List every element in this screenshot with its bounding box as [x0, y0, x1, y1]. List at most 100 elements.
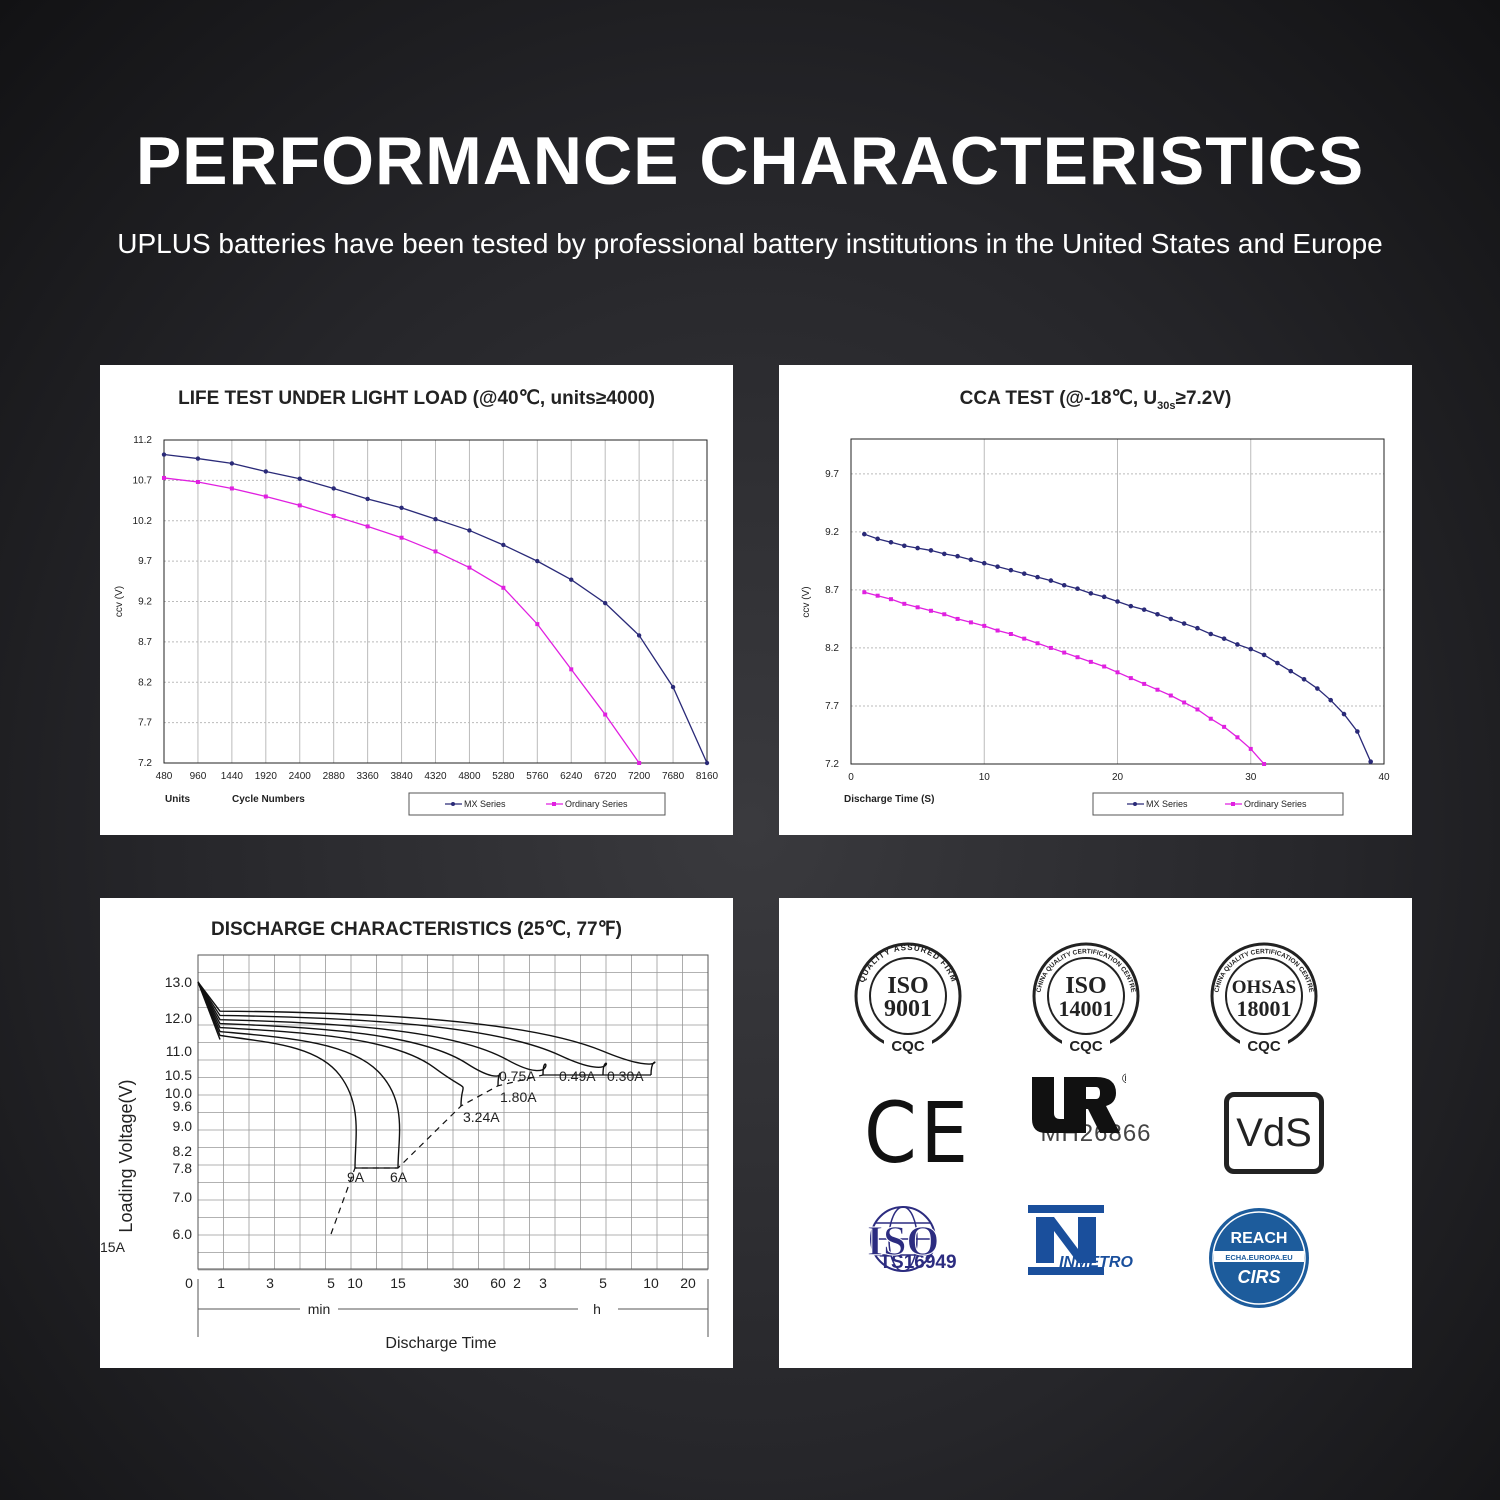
inmetro-badge: INMETRO: [1026, 1203, 1166, 1323]
data-point: [569, 667, 574, 672]
ce-badge: CE: [848, 1073, 988, 1193]
iso14001-line2: 14001: [1059, 996, 1114, 1021]
cutoff-dashed-line: [330, 1074, 544, 1235]
x-tick-label: 1440: [221, 771, 244, 782]
y-tick-label: 7.7: [138, 718, 152, 729]
vds-badge: VdS: [1204, 1073, 1344, 1193]
y-tick-label: 11.0: [166, 1043, 192, 1059]
data-point: [1182, 700, 1187, 705]
data-point: [1008, 567, 1014, 573]
data-point: [1115, 670, 1120, 675]
data-point: [902, 543, 907, 549]
x-tick-label: 480: [156, 771, 173, 782]
x-tick-label: 5: [599, 1275, 607, 1291]
data-point: [501, 542, 506, 548]
ul-registered: ®: [1122, 1073, 1126, 1086]
data-point: [1061, 582, 1067, 588]
data-point: [1048, 645, 1053, 650]
data-point: [467, 565, 472, 570]
cca-title-end: ≥7.2V): [1175, 388, 1232, 409]
y-axis-label: Loading Voltage(V): [116, 1079, 136, 1232]
data-point: [1088, 591, 1094, 596]
data-point: [1155, 687, 1160, 692]
x-axis-label: Cycle Numbers: [232, 794, 305, 805]
data-point: [942, 612, 947, 617]
data-point: [1275, 660, 1280, 666]
x-tick-label: 5760: [526, 771, 549, 782]
data-point: [569, 577, 574, 582]
x-tick-label: 6240: [560, 771, 583, 782]
iso-ts-badge: ISO TS16949: [848, 1203, 988, 1323]
iso9001-icon: QUALITY ASSURED FIRM ISO 9001 CQC: [854, 942, 962, 1055]
data-point: [1195, 625, 1200, 631]
legend-label-mx: MX Series: [1146, 799, 1188, 809]
data-point: [365, 496, 370, 502]
data-point: [1301, 676, 1307, 682]
data-point: [1021, 571, 1027, 576]
legend-box: [408, 792, 666, 816]
data-point: [995, 628, 1000, 633]
data-point: [902, 601, 907, 606]
data-point: [1142, 681, 1147, 686]
iso14001-mark: CQC: [1069, 1038, 1103, 1055]
curve-label: 1.80A: [500, 1089, 537, 1105]
discharge-curve: [197, 981, 547, 1076]
curve-label: 6A: [390, 1169, 408, 1185]
y-tick-label: 7.8: [173, 1160, 193, 1176]
x-units-label: Units: [165, 794, 190, 805]
ohsas-mark: CQC: [1247, 1038, 1281, 1055]
y-tick-label: 6.0: [173, 1226, 193, 1242]
data-point: [1062, 650, 1067, 655]
reach-label: REACH: [1231, 1230, 1288, 1247]
iso9001-badge: QUALITY ASSURED FIRM ISO 9001 CQC: [848, 938, 988, 1058]
reach-sub: CIRS: [1237, 1267, 1280, 1287]
discharge-curve: [197, 981, 608, 1076]
data-point: [1328, 697, 1333, 703]
data-point: [670, 684, 676, 690]
vds-label: VdS: [1236, 1110, 1312, 1155]
data-point: [875, 536, 880, 542]
reach-icon: REACH ECHA.EUROPA.EU CIRS: [1209, 1208, 1309, 1308]
x-tick-label: 2: [513, 1275, 521, 1291]
x-tick-label: 30: [1245, 772, 1257, 783]
discharge-panel: DISCHARGE CHARACTERISTICS (25℃, 77℉) 13.…: [100, 898, 733, 1368]
data-point: [331, 513, 336, 518]
data-point: [928, 548, 934, 553]
ohsas-line1: OHSAS: [1232, 977, 1296, 998]
x-axis-label: Discharge Time: [385, 1335, 496, 1352]
x-tick-label: 6720: [594, 771, 617, 782]
iso9001-line2: 9001: [884, 996, 932, 1022]
x-tick-label: 30: [453, 1275, 469, 1291]
cca-test-panel: CCA TEST (@-18℃, U30s≥7.2V) 0 10 20 30 40 9.7…: [779, 365, 1412, 835]
data-point: [1208, 631, 1214, 637]
data-point: [1221, 636, 1227, 641]
data-point: [1035, 574, 1040, 580]
curve-label: 0.49A: [559, 1068, 596, 1084]
certifications-panel: QUALITY ASSURED FIRM ISO 9001 CQC CHINA …: [779, 898, 1412, 1368]
data-point: [365, 524, 370, 529]
inmetro-icon: [1028, 1205, 1104, 1275]
data-point: [1088, 659, 1093, 664]
data-point: [1075, 655, 1080, 660]
x-tick-label: 3840: [390, 771, 413, 782]
y-tick-label: 7.7: [825, 701, 839, 712]
data-point: [915, 605, 920, 610]
curve-label: 3.24A: [463, 1109, 500, 1125]
x-tick-label: 10: [643, 1275, 659, 1291]
data-point: [162, 475, 166, 480]
cca-test-title: CCA TEST (@-18℃, U30s≥7.2V): [779, 387, 1412, 412]
discharge-curve: [197, 981, 357, 1169]
discharge-curve: [197, 981, 401, 1169]
cca-test-chart: 0 10 20 30 40 9.7 9.2 8.7 8.2 7.7 7.2 ccv (V) Discha…: [801, 438, 1390, 816]
legend-label-ordinary: Ordinary Series: [1244, 799, 1307, 809]
x-tick-label: 15: [390, 1275, 406, 1291]
x-unit-min: min: [308, 1301, 331, 1317]
y-tick-label: 9.7: [825, 469, 839, 480]
ce-icon: CE: [864, 1084, 972, 1182]
data-point: [637, 761, 642, 765]
data-point: [1101, 594, 1107, 600]
legend-label-mx: MX Series: [464, 799, 506, 809]
data-point: [1261, 652, 1267, 658]
x-tick-label: 10: [347, 1275, 363, 1291]
iso-ts-label: ISO: [867, 1219, 939, 1265]
